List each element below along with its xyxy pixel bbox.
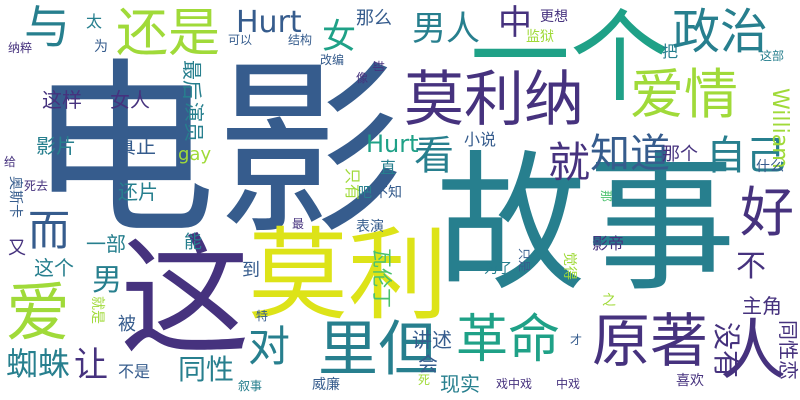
word-moli: 莫利: [248, 217, 448, 334]
word-er: 而: [28, 206, 71, 255]
word-name: 那么: [356, 8, 392, 29]
word-bu: 不: [736, 249, 766, 284]
word-gengxiang: 更想: [540, 9, 568, 25]
word-zhege: 这个: [34, 256, 74, 280]
word-wei: 为: [94, 39, 108, 55]
word-jiu: 就: [548, 138, 591, 187]
word-shenme: 什么: [756, 159, 784, 175]
word-aiqing: 爱情: [630, 63, 738, 126]
word-zhi: 直: [380, 158, 397, 177]
word-zhidao: 知道: [590, 131, 670, 177]
word-neng: 能: [184, 232, 202, 253]
word-meiyou: 没有: [710, 322, 743, 379]
word-haishi: 还是: [116, 4, 221, 64]
word-kan: 看: [414, 133, 454, 179]
word-ai: 爱: [6, 277, 70, 351]
word-na: 那: [599, 190, 613, 203]
word-bar: 吧: [358, 185, 372, 201]
word-xiaoshuo: 小说: [464, 130, 497, 149]
word-gay: gay: [178, 144, 212, 165]
word-yingdi: 影帝: [592, 234, 625, 253]
word-gei: 给: [4, 155, 17, 169]
word-walunding: 瓦伦丁: [370, 248, 394, 308]
word-dianying: 电影: [28, 42, 404, 261]
word-zhengzhi: 政治: [672, 4, 769, 60]
word-dui: 对: [248, 322, 291, 371]
word-xianshi: 现实: [440, 372, 480, 396]
word-jiushi: 就是: [89, 296, 105, 324]
word-nacui: 纳粹: [8, 41, 33, 55]
word-geming: 革命: [456, 310, 561, 370]
word-te: 特: [256, 309, 269, 323]
word-dan: 但: [378, 315, 438, 385]
word-zhe: 这: [120, 221, 251, 373]
word-weile: 为了: [484, 261, 512, 277]
word-li: 里: [318, 315, 378, 385]
word-jiegou: 结构: [288, 33, 313, 47]
word-zhujiao: 主角: [742, 294, 782, 318]
word-jiangshu: 讲述: [412, 328, 452, 352]
word-zhishi: 只是: [517, 248, 531, 273]
word-bushi: 不是: [118, 362, 151, 381]
word-hurt-top: Hurt: [236, 5, 302, 40]
word-nage: 那个: [662, 144, 698, 165]
word-si: 死: [418, 373, 431, 387]
word-yibu: 一部: [86, 232, 126, 256]
word-buzhi: 不知: [374, 185, 402, 201]
word-ren: 人: [720, 312, 786, 389]
word-dao: 到: [242, 260, 260, 281]
word-rang: 让: [74, 345, 108, 385]
word-nanren: 男人: [412, 9, 480, 49]
word-tongxinglian: 同性恋: [776, 320, 800, 380]
word-molina: 莫利纳: [404, 65, 584, 135]
word-zhizhu: 蜘蛛: [6, 345, 71, 383]
word-zui: 最: [292, 217, 305, 231]
word-zhenzheng: 真正: [116, 134, 156, 158]
word-you: 又: [8, 238, 26, 259]
word-nvren: 女人: [110, 88, 150, 112]
word-hao: 好: [740, 181, 794, 244]
word-keyi: 可以: [228, 33, 253, 47]
word-juede: 觉得: [561, 252, 577, 280]
word-yige: 一个: [470, 0, 670, 116]
word-weilian: 威廉: [312, 377, 340, 393]
word-hurt-mid: Hurt: [366, 130, 419, 158]
word-haipian: 还片: [118, 180, 158, 204]
word-zhongxi: 中戏: [556, 377, 581, 391]
word-gushi: 故事: [436, 138, 737, 312]
word-tai: 太: [86, 12, 103, 31]
word-gaibian: 改编: [320, 53, 345, 67]
word-nan: 男: [92, 263, 122, 298]
word-que: 却: [371, 60, 385, 73]
word-yu: 与: [24, 0, 70, 54]
word-yingpian: 影片: [36, 134, 76, 158]
word-cai: 才: [570, 333, 583, 347]
word-hui: 会: [418, 352, 438, 376]
word-ba: 把: [662, 42, 679, 61]
word-nv: 女: [322, 17, 356, 57]
word-zhi2: 之: [602, 293, 616, 309]
word-yanyuan: 演员: [182, 102, 206, 142]
word-siqu: 死去: [24, 179, 49, 193]
word-zheyang: 这样: [42, 88, 82, 112]
word-bei: 被: [118, 314, 136, 335]
word-xihuan: 喜欢: [676, 373, 704, 389]
word-william: William: [767, 88, 792, 169]
word-xushi: 叙事: [238, 379, 263, 393]
word-zhebu: 这部: [760, 49, 785, 63]
word-xizhongxi: 戏中戏: [496, 377, 533, 391]
word-aosika: 奥斯卡: [7, 176, 23, 218]
word-xiang: 像: [356, 71, 369, 85]
word-yuanzhu: 原著: [592, 307, 709, 375]
word-ziji: 自己: [706, 133, 786, 179]
word-biaoyan: 表演: [356, 219, 384, 235]
word-zhong: 中: [498, 3, 532, 43]
word-tongxing: 同性: [178, 353, 235, 386]
word-zuihou: 最后: [180, 60, 204, 100]
word-jianyu: 监狱: [526, 29, 554, 45]
